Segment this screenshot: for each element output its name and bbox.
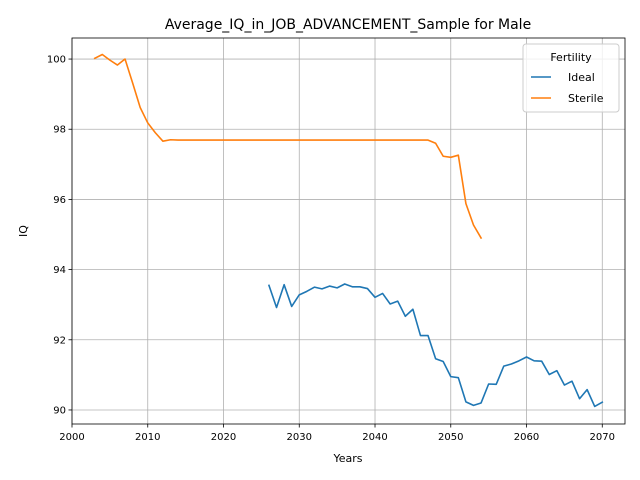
y-tick-label: 92 — [53, 335, 66, 346]
axis-ticks: 2000 2010 2020 2030 2040 2050 2060 2070 90 92 94 96… — [47, 55, 615, 443]
legend-box — [522, 43, 620, 113]
x-tick-label: 2060 — [514, 432, 539, 443]
legend-title: Fertility — [550, 51, 592, 64]
y-axis-label: IQ — [17, 225, 30, 237]
legend-label-ideal: Ideal — [568, 71, 595, 84]
x-tick-label: 2000 — [59, 432, 84, 443]
grid-lines — [71, 38, 625, 424]
chart-title: Average_IQ_in_JOB_ADVANCEMENT_Sample for… — [165, 17, 531, 33]
series-line-sterile — [93, 53, 483, 240]
x-tick-label: 2040 — [362, 432, 387, 443]
y-tick-label: 90 — [53, 405, 66, 416]
x-tick-label: 2050 — [438, 432, 463, 443]
plot-frame — [71, 37, 626, 425]
x-tick-label: 2030 — [287, 432, 312, 443]
x-tick-label: 2070 — [590, 432, 615, 443]
y-tick-label: 98 — [53, 125, 66, 136]
legend: Fertility Ideal Sterile — [522, 43, 620, 113]
series-line-ideal — [267, 283, 604, 408]
y-tick-label: 94 — [53, 265, 66, 276]
x-axis-label: Years — [332, 452, 362, 465]
y-tick-label: 100 — [47, 55, 66, 66]
x-tick-label: 2020 — [211, 432, 236, 443]
legend-label-sterile: Sterile — [568, 92, 604, 105]
y-tick-label: 96 — [53, 195, 66, 206]
x-tick-label: 2010 — [135, 432, 160, 443]
series-layer — [93, 53, 604, 408]
